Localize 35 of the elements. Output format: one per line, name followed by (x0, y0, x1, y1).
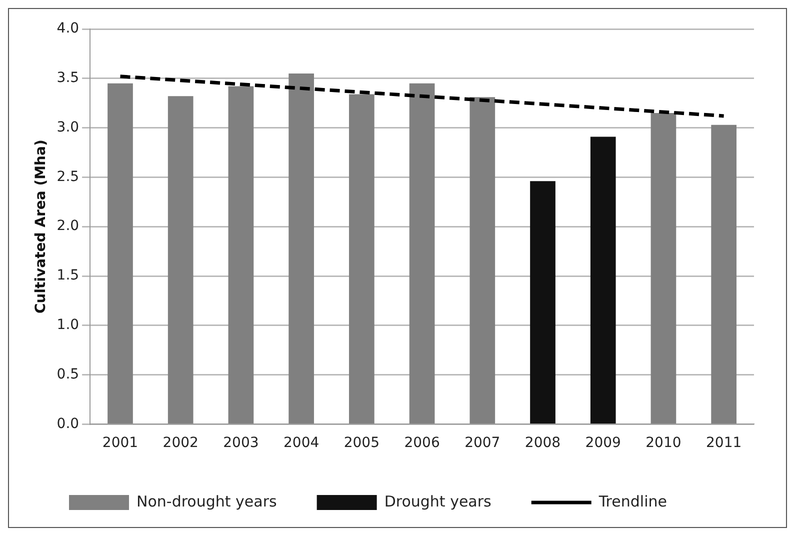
bar (530, 181, 556, 424)
legend-label: Drought years (384, 492, 492, 510)
bar (650, 112, 676, 424)
bar (711, 124, 736, 424)
x-tick-label: 2004 (283, 435, 320, 452)
bar (409, 83, 435, 424)
x-tick-label: 2003 (223, 435, 259, 452)
y-tick-label: 0.0 (56, 416, 80, 432)
x-tick-label: 2010 (646, 435, 682, 452)
y-tick-label: 0.5 (56, 366, 80, 382)
bar (590, 136, 616, 424)
bar (228, 86, 254, 424)
bar (470, 97, 496, 424)
y-tick-label: 2.0 (56, 218, 80, 234)
y-tick-label: 3.5 (56, 70, 80, 86)
y-tick-label: 4.0 (56, 20, 80, 37)
x-tick-label: 2008 (524, 435, 561, 452)
x-tick-label: 2001 (102, 435, 138, 452)
x-tick-label: 2005 (344, 435, 380, 452)
legend-label: Trendline (598, 492, 667, 510)
y-tick-label: 2.5 (56, 168, 80, 185)
x-tick-label: 2009 (585, 435, 621, 452)
x-tick-label: 2011 (706, 435, 742, 452)
legend-label: Non-drought years (136, 492, 277, 510)
y-tick-label: 1.5 (56, 268, 80, 284)
x-tick-label: 2006 (404, 435, 440, 452)
y-axis-title: Cultivated Area (Mha) (33, 140, 50, 314)
y-tick-label: 3.0 (56, 119, 80, 136)
x-tick-label: 2002 (162, 435, 198, 452)
bar (288, 73, 314, 424)
bar (168, 96, 194, 424)
x-tick-label: 2007 (464, 435, 500, 452)
y-tick-label: 1.0 (56, 317, 80, 334)
bar (349, 94, 374, 424)
bar (108, 83, 133, 424)
